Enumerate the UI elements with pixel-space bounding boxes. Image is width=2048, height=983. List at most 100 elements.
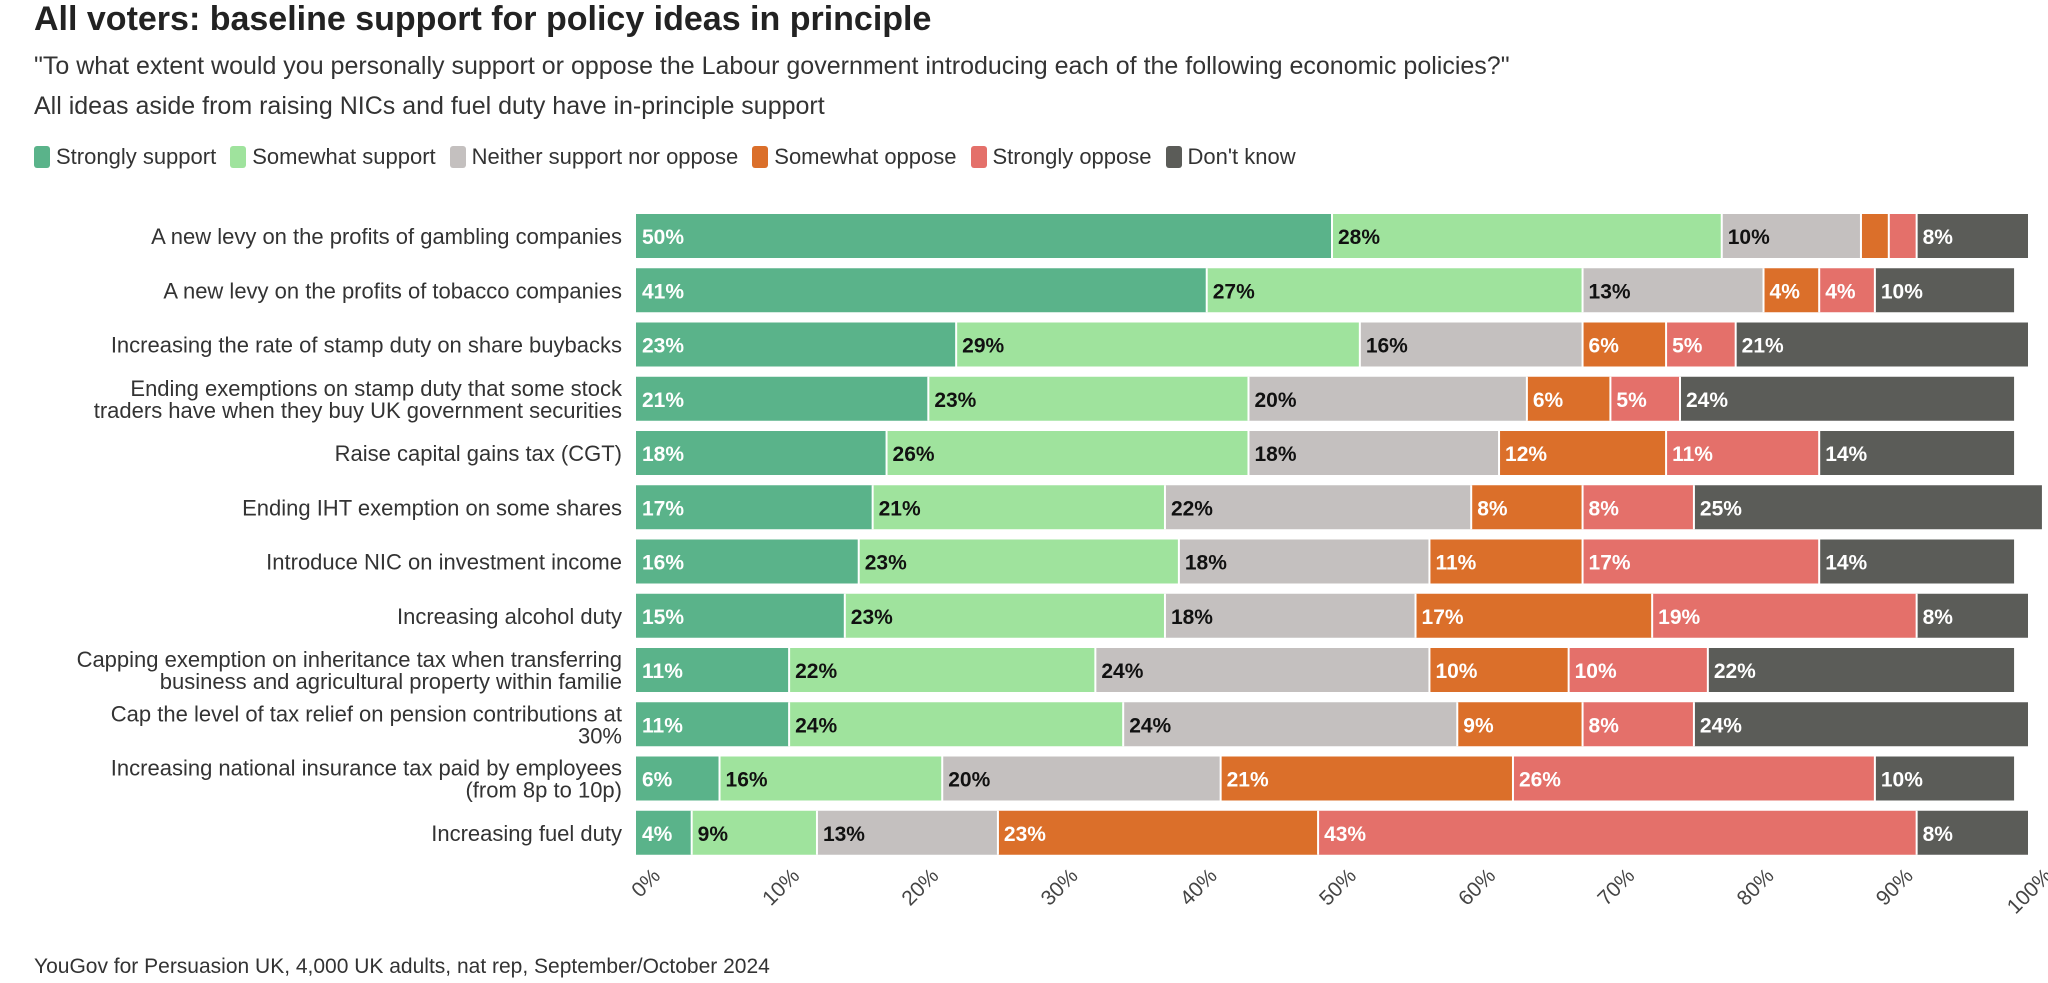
data-label: 8% <box>1923 823 1954 846</box>
data-label: 11% <box>642 714 683 737</box>
bar-segment <box>1874 268 2015 313</box>
x-tick-label: 10% <box>758 864 804 910</box>
category-label-line: (from 8p to 10p) <box>465 778 622 803</box>
data-label: 27% <box>1213 280 1255 303</box>
data-label: 26% <box>1519 769 1561 792</box>
bar-segment <box>1471 485 1583 530</box>
data-label: 11% <box>1435 552 1476 575</box>
data-label: 14% <box>1825 443 1867 466</box>
bar-segment <box>928 376 1249 421</box>
x-tick-label: 20% <box>897 864 943 910</box>
data-label: 19% <box>1658 606 1700 629</box>
bar-segment <box>636 431 887 475</box>
data-label: 24% <box>1129 714 1171 737</box>
data-label: 17% <box>1589 552 1631 575</box>
bar-segment <box>1318 810 1917 855</box>
data-label: 8% <box>1477 497 1508 520</box>
x-tick-label: 80% <box>1733 864 1779 910</box>
data-label: 10% <box>1728 226 1770 249</box>
data-label: 15% <box>642 606 684 629</box>
data-label: 18% <box>1171 606 1213 629</box>
bar-segment <box>789 702 1124 747</box>
data-label: 43% <box>1324 823 1366 846</box>
data-label: 28% <box>1338 226 1380 249</box>
data-label: 20% <box>948 769 990 792</box>
category-label: Ending IHT exemption on some shares <box>242 495 622 520</box>
category-label: Increasing national insurance tax paid b… <box>111 756 622 803</box>
bar-segment <box>1874 756 2015 801</box>
data-label: 14% <box>1825 552 1867 575</box>
bar-segment <box>636 485 873 530</box>
bar-segment <box>1220 756 1513 801</box>
chart-legend: Strongly support Somewhat support Neither … <box>34 144 1296 170</box>
category-label: Increasing the rate of stamp duty on sha… <box>111 333 622 358</box>
bar-segment <box>1680 376 2015 421</box>
legend-label: Somewhat support <box>252 144 436 169</box>
legend-label: Strongly oppose <box>992 144 1152 169</box>
bar-segment <box>636 648 790 692</box>
bar-segment <box>636 593 845 638</box>
data-label: 13% <box>1589 280 1631 303</box>
bar-segment <box>1916 214 2028 258</box>
legend-label: Don't know <box>1187 144 1296 169</box>
data-label: 16% <box>642 552 684 575</box>
bar-segment <box>1248 431 1500 475</box>
data-label: 23% <box>851 606 893 629</box>
bar-segment <box>942 756 1221 801</box>
bar-segment <box>956 322 1360 367</box>
category-label: A new levy on the profits of tobacco com… <box>163 278 622 303</box>
data-label: 23% <box>865 552 907 575</box>
chart-subtitle-question: "To what extent would you personally sup… <box>34 52 1510 80</box>
data-label: 21% <box>642 389 684 412</box>
category-label-line: Ending exemptions on stamp duty that som… <box>130 376 623 401</box>
bar-segment <box>1582 485 1694 530</box>
legend-item: Don't know <box>1165 144 1296 170</box>
x-tick-label: 50% <box>1315 864 1361 910</box>
data-label: 25% <box>1700 497 1742 520</box>
bar-segment <box>1582 702 1694 747</box>
data-label: 8% <box>1923 226 1954 249</box>
bar-segment <box>1819 431 2015 475</box>
data-label: 10% <box>1881 280 1923 303</box>
data-label: 8% <box>1923 606 1954 629</box>
legend-swatch <box>230 146 247 168</box>
bar-segment <box>1693 485 2042 530</box>
data-label: 18% <box>642 443 684 466</box>
data-label: 8% <box>1589 497 1620 520</box>
data-label: 16% <box>1366 335 1408 358</box>
legend-item: Strongly oppose <box>970 144 1152 170</box>
bar-segment <box>1666 431 1820 475</box>
bar-segment <box>636 756 720 801</box>
bar-segment <box>636 702 790 747</box>
data-label: 21% <box>1742 335 1784 358</box>
category-label: Cap the level of tax relief on pension c… <box>111 701 622 748</box>
bar-segment <box>1095 648 1430 692</box>
data-label: 21% <box>879 497 921 520</box>
bar-segment <box>1582 268 1764 313</box>
data-label: 41% <box>642 280 684 303</box>
category-label: Ending exemptions on stamp duty that som… <box>94 376 623 423</box>
data-label: 16% <box>726 769 768 792</box>
bar-segment <box>1666 322 1736 367</box>
data-label: 21% <box>1227 769 1269 792</box>
data-label: 23% <box>642 335 684 358</box>
category-label-line: traders have when they buy UK government… <box>94 398 622 423</box>
bar-segment <box>1415 593 1653 638</box>
data-label: 18% <box>1254 443 1296 466</box>
bar-segment <box>1819 268 1875 313</box>
category-label: Raise capital gains tax (CGT) <box>335 441 622 466</box>
bar-segment <box>1499 431 1667 475</box>
bar-segment <box>1526 376 1611 421</box>
bar-segment <box>1164 485 1472 530</box>
data-label: 11% <box>1672 443 1713 466</box>
legend-swatch <box>449 146 466 168</box>
x-tick-label: 70% <box>1593 864 1639 910</box>
data-label: 24% <box>1686 389 1728 412</box>
bar-segment <box>1512 756 1875 801</box>
bar-segment <box>1206 268 1583 313</box>
data-label: 10% <box>1575 660 1617 683</box>
bar-segment <box>1582 322 1667 367</box>
data-label: 5% <box>1616 389 1647 412</box>
category-label: Increasing fuel duty <box>431 821 622 846</box>
legend-swatch <box>970 146 987 168</box>
